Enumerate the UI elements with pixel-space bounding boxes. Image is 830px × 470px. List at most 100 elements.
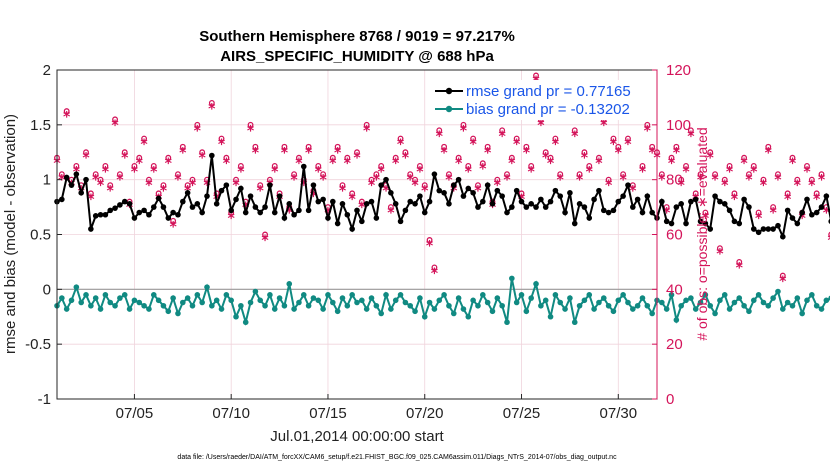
bias-point [83,292,89,298]
rmse-point [538,196,544,203]
obs-possible-point [484,143,491,150]
rmse-point [455,176,462,183]
obs-evaluated-point: * [344,156,352,172]
obs-possible-point [378,163,385,169]
bias-point [68,297,75,304]
rmse-point [586,215,593,221]
bias-point [581,297,588,304]
rmse-point [315,198,322,205]
bias-point [717,297,723,304]
rmse-point [199,209,205,216]
rmse-point [228,207,234,214]
obs-possible-point [252,143,259,150]
x-tick-label: 07/20 [406,405,444,422]
rmse-point [281,215,288,221]
obs-evaluated-point: * [711,173,719,189]
rmse-point [165,215,172,221]
obs-possible-point [373,171,380,178]
obs-possible-point [281,143,288,150]
rmse-point [649,209,655,216]
rmse-point [117,202,123,208]
obs-possible-point [804,163,810,169]
obs-possible-point [620,171,627,178]
bias-point [538,302,544,309]
bias-point [770,295,776,301]
bias-point [649,310,655,317]
obs-possible-point [504,171,510,178]
obs-evaluated-point: * [223,156,231,172]
obs-possible-point [320,171,327,178]
obs-possible-point [625,135,631,142]
obs-evaluated-point: * [363,123,371,139]
rmse-point [305,207,312,214]
obs-evaluated-point: * [460,123,468,139]
data-file-footnote: data file: /Users/raeder/DAI/ATM_forcXX/… [177,454,617,461]
obs-possible-point [678,176,685,183]
bias-point [397,292,404,298]
rmse-point [702,220,709,227]
obs-evaluated-point: * [673,145,681,161]
rmse-point [431,171,438,177]
bias-point [750,297,757,304]
obs-possible-point [779,272,786,279]
bias-point [480,292,486,298]
rmse-point [712,193,718,199]
obs-evaluated-point: * [624,137,632,153]
obs-evaluated-point: * [87,192,95,208]
obs-possible-point [247,121,254,128]
bias-point [562,306,568,312]
rmse-point [121,198,128,205]
rmse-point [136,209,143,216]
obs-possible-point [639,163,646,169]
obs-possible-point [291,171,298,178]
obs-evaluated-point: * [450,184,458,200]
bias-point [523,308,530,315]
bias-point [741,302,747,309]
bias-point [339,295,346,301]
obs-possible-point [465,163,472,169]
bias-point [620,292,626,298]
bias-point [63,306,70,312]
rmse-point [388,190,394,196]
obs-evaluated-point: * [426,238,434,254]
obs-evaluated-point: * [828,233,830,249]
obs-evaluated-point: * [639,164,647,180]
rmse-point [630,204,636,210]
obs-evaluated-point: * [823,206,830,222]
obs-possible-point [552,135,559,142]
bias-point [417,295,423,301]
obs-evaluated-point: * [82,151,90,167]
bias-point [334,308,341,315]
bias-point [470,297,476,304]
bias-point [683,297,689,304]
rmse-point [794,220,801,227]
obs-evaluated-point: * [687,129,695,145]
obs-evaluated-point: * [474,184,482,200]
obs-evaluated-point: * [208,101,216,117]
bias-point [305,302,312,309]
bias-point [310,295,317,301]
bias-point [242,319,249,326]
rmse-point [765,226,772,232]
rmse-point [83,176,89,183]
obs-evaluated-point: * [145,178,153,194]
obs-evaluated-point: * [663,206,671,222]
x-tick-label: 07/25 [503,405,541,422]
bias-point [450,310,457,317]
obs-possible-point [112,116,119,123]
obs-possible-point [412,176,419,183]
obs-evaluated-point: * [295,156,303,172]
obs-possible-point [741,154,748,161]
rmse-point [605,209,612,216]
bias-point [223,292,230,298]
rmse-point [286,200,293,207]
obs-possible-point [697,171,704,178]
bias-point [73,284,80,290]
obs-evaluated-point: * [576,173,584,189]
legend-rmse-label: rmse grand pr = 0.77165 [466,83,631,100]
bias-point [460,306,467,312]
obs-evaluated-point: * [794,178,802,194]
obs-possible-point [145,176,152,183]
rmse-point [141,207,147,214]
rmse-point [460,193,467,199]
